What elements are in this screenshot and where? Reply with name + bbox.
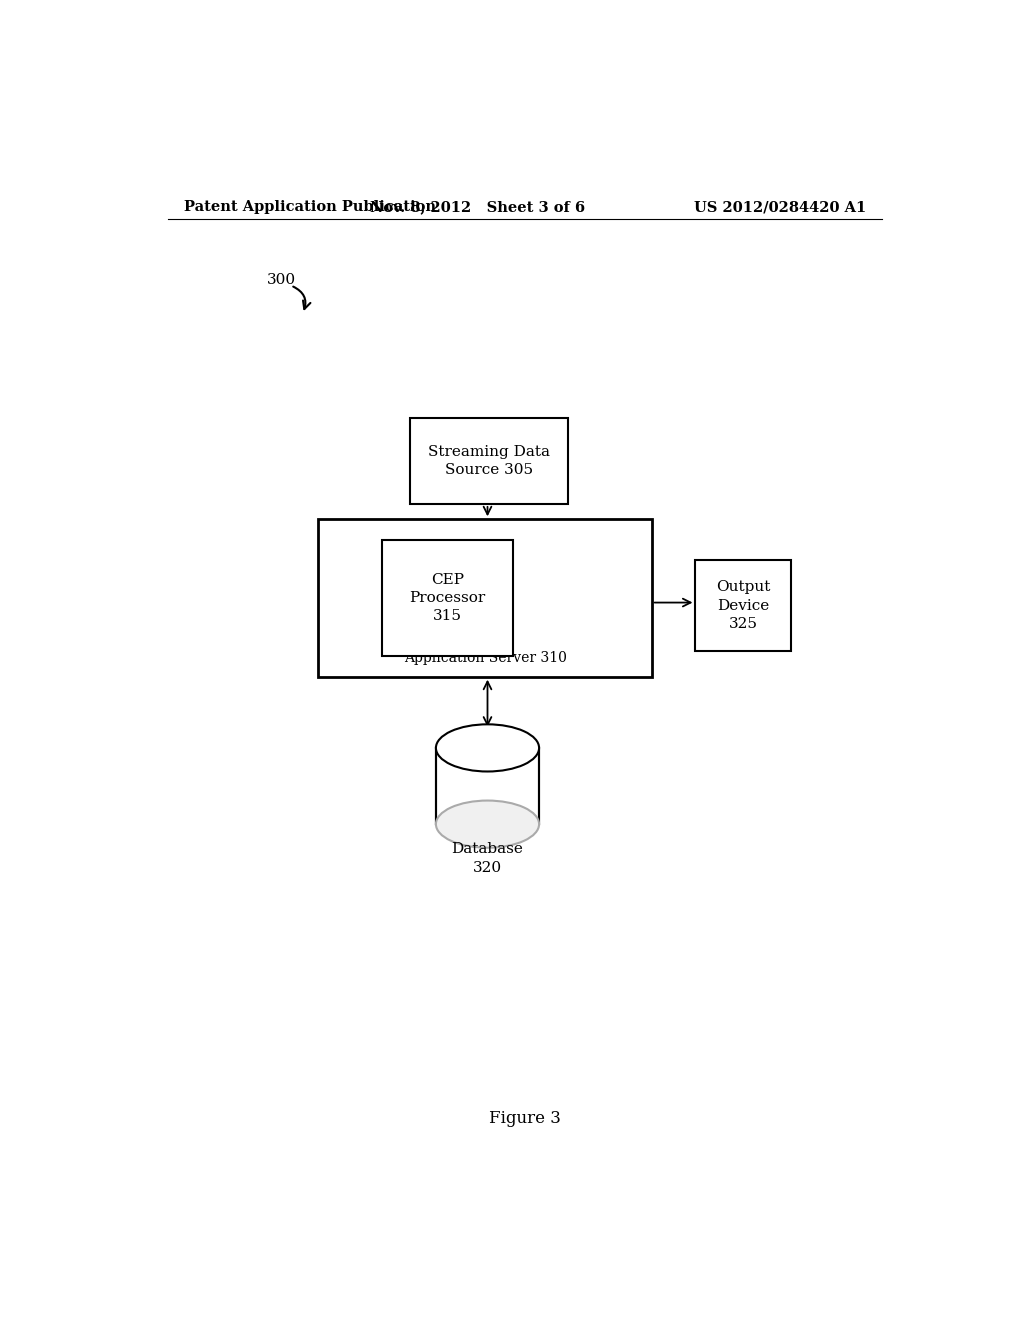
Bar (695, 560, 791, 651)
Text: Figure 3: Figure 3 (488, 1110, 561, 1127)
Text: Patent Application Publication: Patent Application Publication (183, 201, 435, 214)
Text: Output
Device
325: Output Device 325 (716, 581, 770, 631)
Text: Nov. 8, 2012   Sheet 3 of 6: Nov. 8, 2012 Sheet 3 of 6 (370, 201, 585, 214)
Text: Streaming Data
Source 305: Streaming Data Source 305 (428, 445, 550, 477)
Text: 300: 300 (267, 273, 296, 288)
Bar (436, 748, 539, 824)
Text: CEP
Processor
315: CEP Processor 315 (410, 573, 485, 623)
Bar (410, 417, 568, 504)
Ellipse shape (436, 800, 539, 847)
Bar (382, 540, 513, 656)
Text: Database
320: Database 320 (452, 842, 523, 875)
Ellipse shape (436, 725, 539, 771)
Text: Application Server 310: Application Server 310 (403, 651, 566, 664)
Text: US 2012/0284420 A1: US 2012/0284420 A1 (694, 201, 866, 214)
Bar (318, 519, 651, 677)
